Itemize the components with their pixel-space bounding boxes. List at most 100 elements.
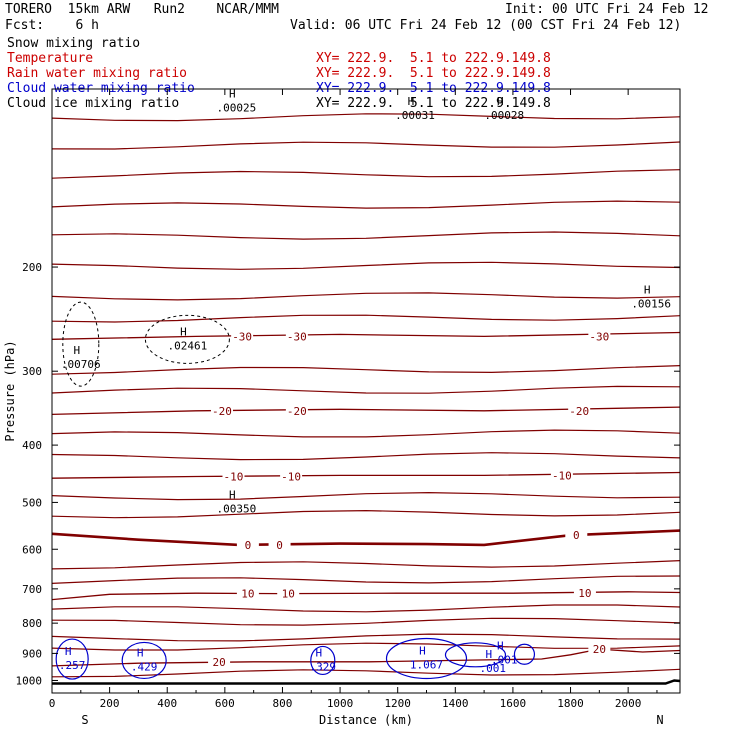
cloud-water-max-label: .429 — [131, 660, 158, 673]
snow-max-label: .00025 — [216, 102, 256, 115]
isotherm-label-bg — [565, 529, 588, 542]
legend-xy-range: XY= 222.9. 5.1 to 222.9.149.8 — [316, 66, 551, 81]
cloud-water-max-label: .001 — [491, 653, 518, 666]
temperature-contour — [51, 575, 681, 584]
legend-label: Temperature — [7, 51, 94, 66]
isotherm-label: 0 — [245, 539, 252, 552]
cloud-water-contour — [513, 643, 536, 665]
model-title: TORERO 15km ARW Run2 NCAR/MMM — [5, 2, 279, 17]
x-tick-label: 2000 — [615, 697, 642, 710]
temperature-contour — [51, 617, 681, 626]
snow-max-marker: H — [180, 325, 187, 338]
x-tick-label: 800 — [273, 697, 293, 710]
temperature-contour — [51, 633, 681, 642]
isotherm-label: 10 — [282, 588, 295, 601]
isotherm-label-bg — [573, 586, 596, 599]
temperature-contour — [51, 365, 681, 375]
legend-label: Cloud ice mixing ratio — [7, 96, 180, 111]
terrain-surface-line — [52, 679, 681, 685]
isotherm-label-bg — [277, 587, 300, 600]
cloud-water-contour — [385, 637, 468, 680]
x-tick-label: 600 — [215, 697, 235, 710]
cloud-water-max-marker: H — [497, 639, 504, 652]
isotherm-label: -10 — [224, 470, 244, 483]
snow-max-label: .00031 — [395, 109, 435, 122]
cloud-water-contour — [121, 641, 167, 680]
isotherm-label-bg — [285, 330, 308, 343]
x-tick-label: 400 — [157, 697, 177, 710]
init-time: Init: 00 UTC Fri 24 Feb 12 — [505, 2, 709, 17]
x-tick-label: 200 — [100, 697, 120, 710]
snow-max-label: .00156 — [631, 297, 671, 310]
snow-max-label: .00706 — [61, 358, 101, 371]
cloud-water-contour — [310, 645, 336, 676]
cloud-water-contour — [444, 642, 507, 668]
plot-frame — [51, 88, 681, 694]
snow-max-label: .02461 — [168, 339, 208, 352]
temperature-contour — [51, 113, 681, 122]
endpoint-right-label: N — [656, 713, 663, 727]
temperature-contour — [51, 560, 681, 570]
x-tick-label: 1600 — [500, 697, 527, 710]
temperature-contour — [51, 141, 681, 150]
isotherm-label: -30 — [589, 330, 609, 343]
snow-contour — [144, 314, 230, 364]
cloud-water-max-marker: H — [315, 646, 322, 659]
isotherm-line — [51, 406, 681, 416]
isotherm-label-bg — [236, 538, 259, 551]
snow-max-marker: H — [229, 88, 236, 101]
isotherm-line — [51, 648, 681, 667]
legend-xy-range: XY= 222.9. 5.1 to 222.9.149.8 — [316, 96, 551, 111]
isotherm-label: 10 — [241, 588, 254, 601]
y-tick-label: 200 — [22, 261, 42, 274]
isotherm-label-bg — [568, 404, 591, 417]
snow-max-label: .00028 — [484, 109, 524, 122]
valid-time: Valid: 06 UTC Fri 24 Feb 12 (00 CST Fri … — [290, 18, 682, 33]
isotherm-line — [51, 331, 681, 340]
isotherm-label-bg — [268, 538, 291, 551]
temperature-contour — [51, 292, 681, 301]
x-tick-label: 0 — [49, 697, 56, 710]
snow-contour — [62, 301, 100, 387]
snow-max-label: .00350 — [216, 502, 256, 515]
isotherm-line — [51, 471, 681, 479]
temperature-contour — [51, 642, 681, 651]
y-tick-label: 1000 — [16, 674, 43, 687]
isotherm-label: -10 — [281, 470, 301, 483]
isotherm-label: 20 — [212, 656, 225, 669]
snow-max-marker: H — [644, 283, 651, 296]
cloud-water-max-marker: H — [65, 645, 72, 658]
y-axis-label: Pressure (hPa) — [3, 340, 17, 441]
cloud-water-max-label: 1.067 — [410, 658, 443, 671]
temperature-contour — [51, 231, 681, 240]
y-tick-label: 800 — [22, 617, 42, 630]
isotherm-label: -30 — [232, 330, 252, 343]
isotherm-label: -20 — [569, 405, 589, 418]
y-tick-label: 500 — [22, 496, 42, 509]
snow-max-marker: H — [408, 95, 415, 108]
legend-label: Snow mixing ratio — [7, 36, 141, 51]
isotherm-label-bg — [222, 470, 245, 483]
x-axis-label: Distance (km) — [319, 713, 413, 727]
y-tick-label: 700 — [22, 583, 42, 596]
cloud-water-max-label: .001 — [480, 662, 507, 675]
isotherm-label: -10 — [552, 469, 572, 482]
temperature-contour — [51, 200, 681, 209]
snow-max-marker: H — [229, 488, 236, 501]
isotherm-label: 0 — [573, 529, 580, 542]
forecast-hour: Fcst: 6 h — [5, 18, 99, 33]
temperature-contour — [51, 509, 681, 519]
isotherm-label: -20 — [212, 405, 232, 418]
cloud-water-max-label: .257 — [59, 659, 86, 672]
isotherm-label-bg — [588, 643, 611, 656]
snow-max-marker: H — [73, 344, 80, 357]
cloud-water-max-marker: H — [419, 644, 426, 657]
isotherm-label: -30 — [287, 330, 307, 343]
isotherm-line — [51, 529, 681, 547]
temperature-contour — [51, 604, 681, 613]
isotherm-label-bg — [588, 330, 611, 343]
isotherm-label-bg — [280, 470, 303, 483]
temperature-contour — [51, 261, 681, 270]
temperature-contour — [51, 491, 681, 501]
endpoint-left-label: S — [81, 713, 88, 727]
